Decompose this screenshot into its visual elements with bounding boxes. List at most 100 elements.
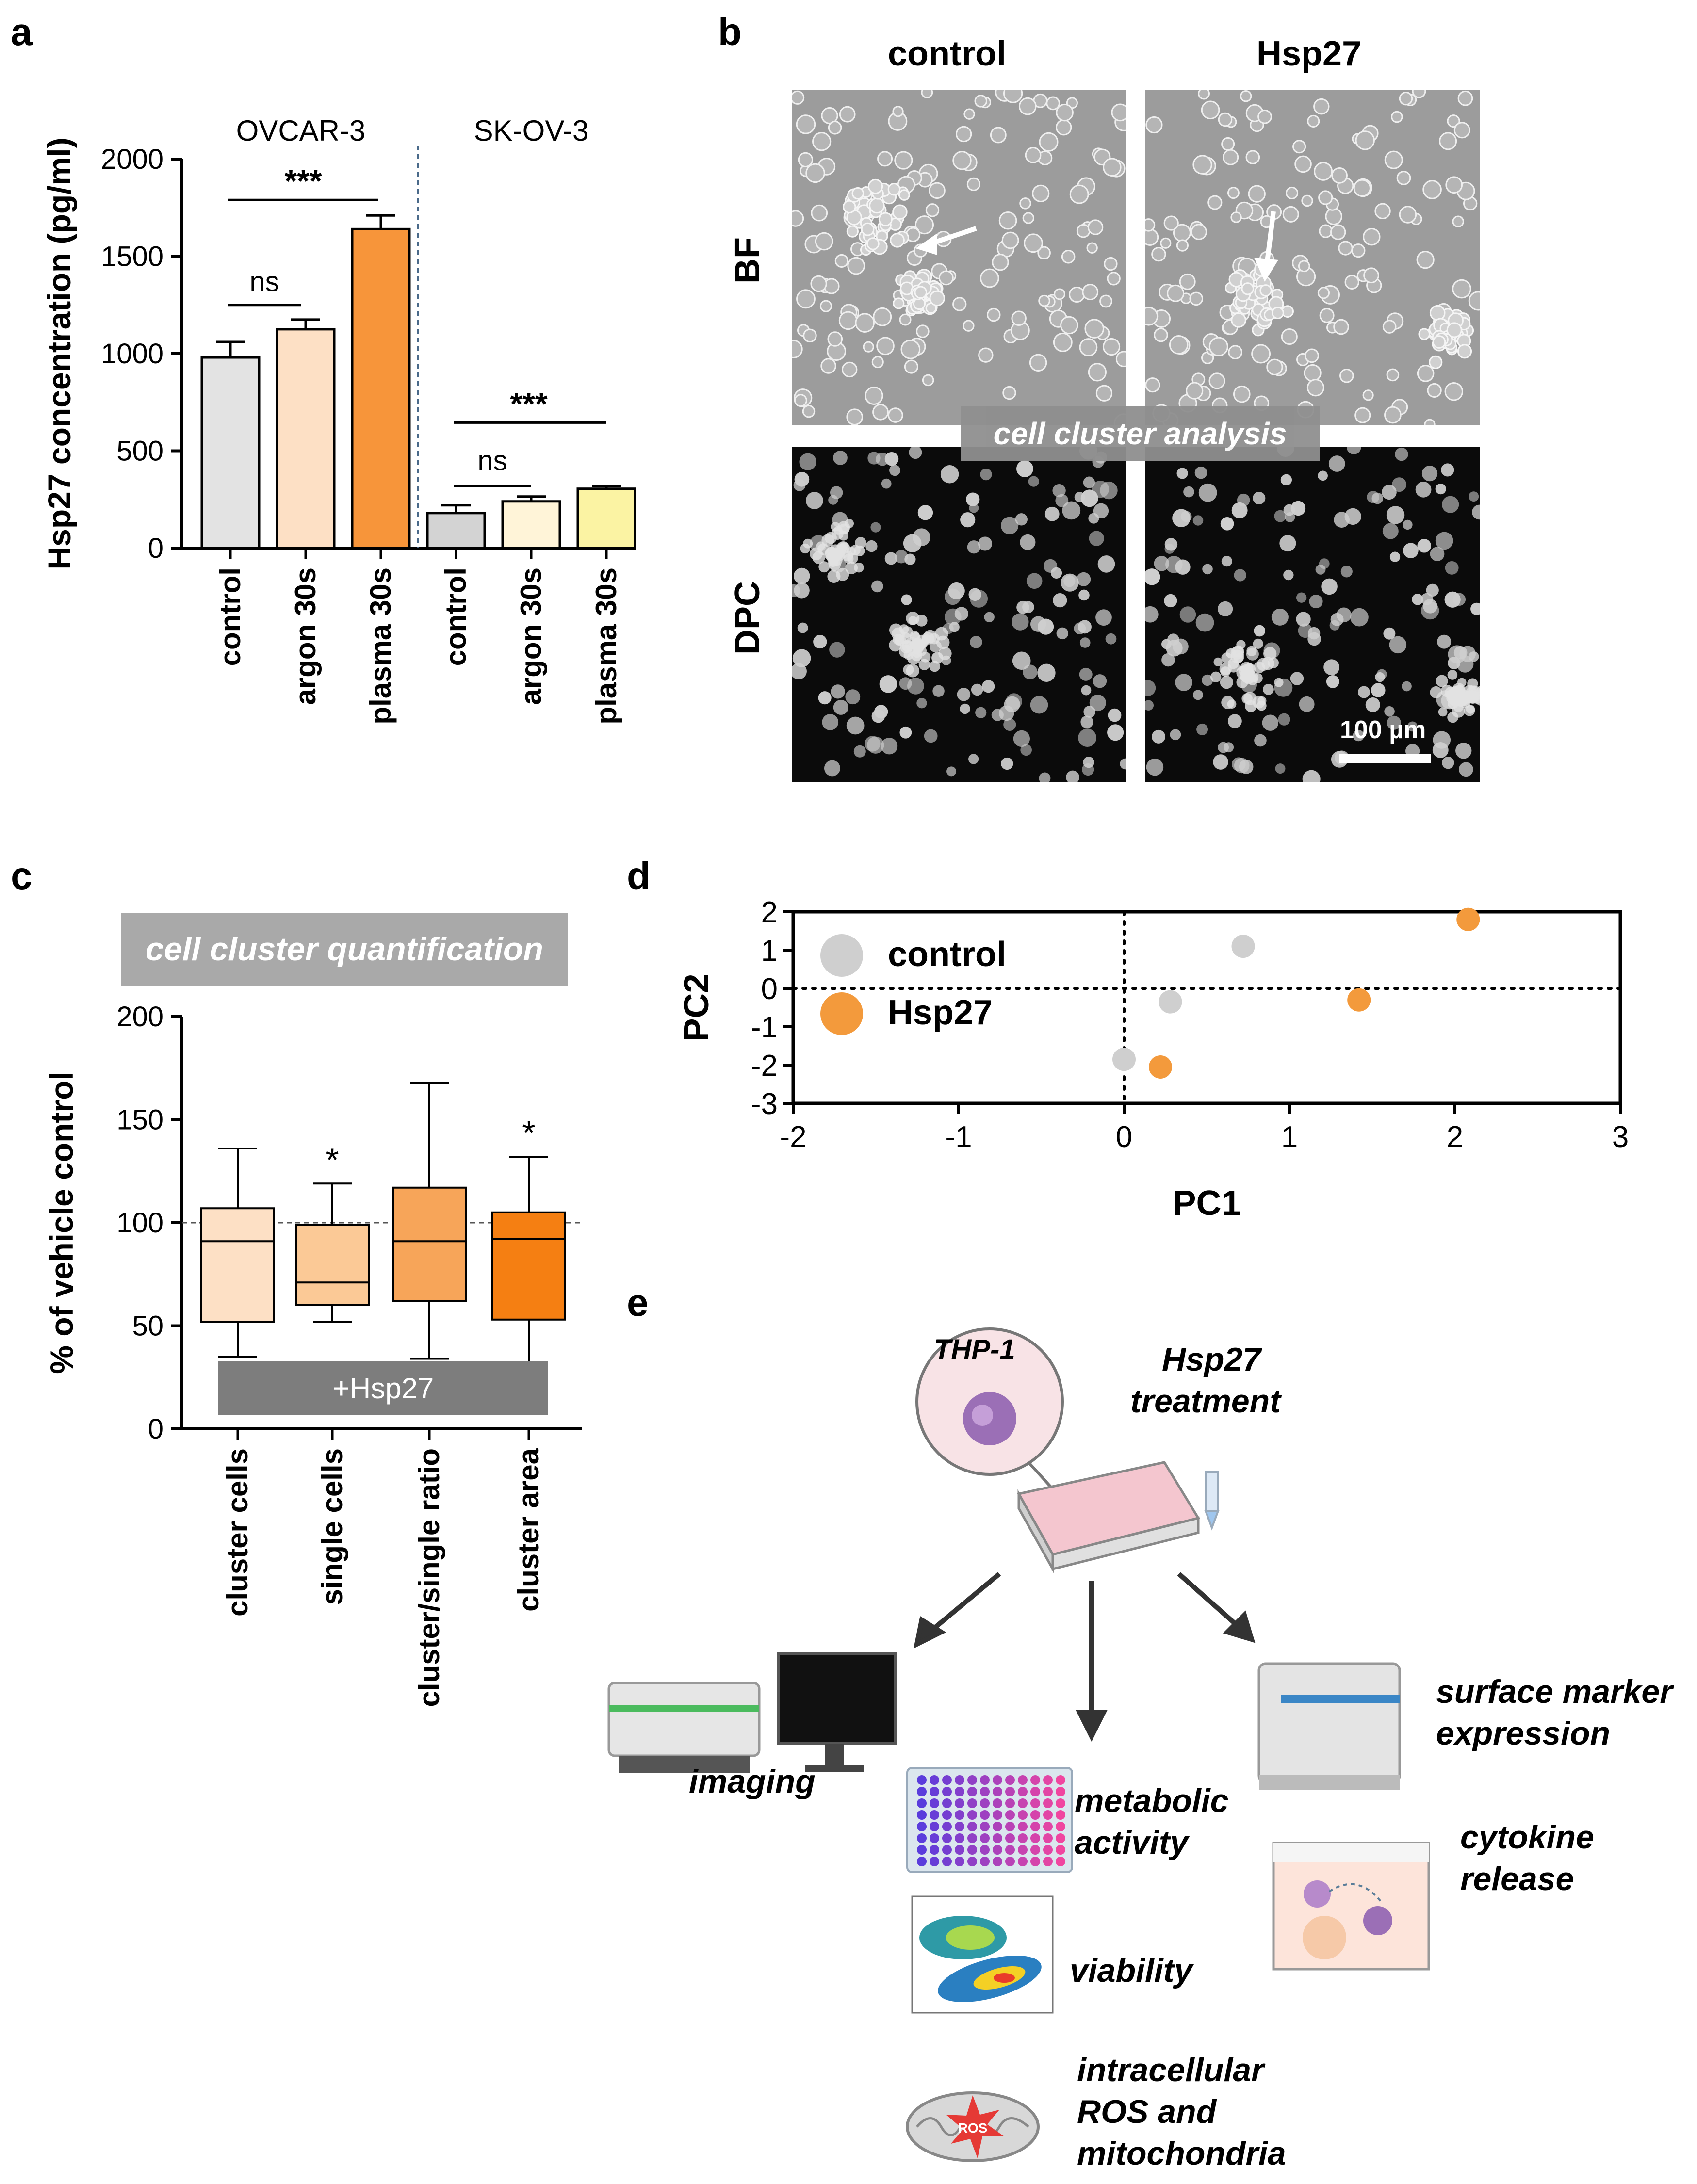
cell <box>1306 379 1324 397</box>
cell <box>1069 286 1085 303</box>
cluster-cell <box>890 233 905 248</box>
cell <box>1309 594 1323 609</box>
cell <box>1257 109 1272 124</box>
cell <box>794 582 810 599</box>
cell <box>1108 708 1122 722</box>
cluster-cell <box>831 522 840 532</box>
panel-letter-b: b <box>718 10 742 53</box>
cell <box>1340 566 1353 578</box>
cell <box>970 636 982 648</box>
cell <box>1202 564 1213 575</box>
cell <box>1054 288 1065 300</box>
cluster-cell <box>934 627 948 641</box>
cell <box>831 684 845 699</box>
cell <box>1192 690 1203 700</box>
cell <box>1391 111 1403 123</box>
cell <box>1441 463 1454 477</box>
cell <box>921 90 933 98</box>
cell <box>1338 241 1353 256</box>
cluster-cell <box>915 634 929 648</box>
cell <box>1023 664 1038 679</box>
well <box>930 1798 939 1808</box>
cell <box>1333 319 1349 335</box>
cluster-cell <box>1447 712 1459 723</box>
cell <box>1164 594 1177 608</box>
cell <box>877 151 893 167</box>
cell <box>998 705 1014 721</box>
cell <box>1019 197 1031 210</box>
cell <box>1417 539 1431 553</box>
cell <box>1442 757 1454 769</box>
cell <box>889 465 900 476</box>
cell <box>1053 332 1073 352</box>
data-point-control <box>1159 990 1182 1014</box>
cell <box>971 683 983 696</box>
cluster-cell <box>861 222 875 236</box>
cell <box>1416 251 1435 269</box>
column-label-hsp27: Hsp27 <box>1256 34 1362 73</box>
cell <box>1445 561 1459 575</box>
cell <box>881 478 892 489</box>
cell <box>895 550 908 564</box>
cluster-cell <box>1429 305 1446 321</box>
well <box>942 1833 952 1843</box>
well <box>955 1833 964 1843</box>
well <box>917 1787 927 1796</box>
cluster-cell <box>1253 662 1265 673</box>
cell <box>1318 190 1333 205</box>
cell <box>1052 484 1066 498</box>
cell <box>1468 291 1480 311</box>
cell <box>846 716 865 735</box>
cell <box>1060 316 1078 335</box>
cell <box>830 486 843 499</box>
cell <box>1367 491 1380 503</box>
well <box>955 1775 964 1785</box>
data-point-hsp27 <box>1149 1055 1173 1079</box>
cell <box>1175 674 1192 691</box>
cell <box>938 270 954 286</box>
cell <box>792 340 803 358</box>
cell <box>1280 474 1292 486</box>
micrograph-bf-control <box>792 90 1126 425</box>
cell <box>1313 98 1330 115</box>
cell <box>1115 351 1126 368</box>
cell <box>924 729 938 743</box>
cluster-cell <box>1457 693 1469 704</box>
well <box>993 1798 1002 1808</box>
cluster-cell <box>893 297 905 309</box>
cell <box>1452 279 1471 299</box>
well <box>1005 1798 1015 1808</box>
y-tick-label: 1000 <box>101 338 163 370</box>
cell <box>1386 506 1405 524</box>
x-tick-label: plasma 30s <box>364 567 397 725</box>
well <box>1030 1787 1040 1796</box>
cell <box>1107 272 1121 286</box>
cell <box>1412 90 1426 98</box>
cell <box>960 512 976 528</box>
x-tick-label: argon 30s <box>289 567 322 705</box>
y-tick-label: 1 <box>761 934 778 968</box>
well <box>930 1822 939 1831</box>
cell <box>907 678 924 695</box>
x-tick-label: argon 30s <box>515 567 547 705</box>
cluster-cell <box>878 212 893 226</box>
cluster-cell <box>929 290 945 307</box>
x-tick-label: control <box>214 567 246 666</box>
well <box>993 1787 1002 1796</box>
cell <box>1088 513 1099 524</box>
cell <box>984 612 995 623</box>
cluster-cell <box>869 197 885 214</box>
well <box>980 1822 990 1831</box>
cell <box>1221 137 1235 151</box>
ros-badge: ROS <box>958 2120 988 2135</box>
well <box>942 1822 952 1831</box>
cell <box>1319 308 1335 323</box>
legend-label-control: control <box>888 935 1006 974</box>
cell <box>1453 122 1470 139</box>
cell <box>1012 613 1029 631</box>
legend-label-hsp27: Hsp27 <box>888 993 993 1032</box>
cell <box>914 215 934 235</box>
cell <box>815 232 833 251</box>
cell <box>1444 382 1464 401</box>
cell <box>798 152 814 167</box>
